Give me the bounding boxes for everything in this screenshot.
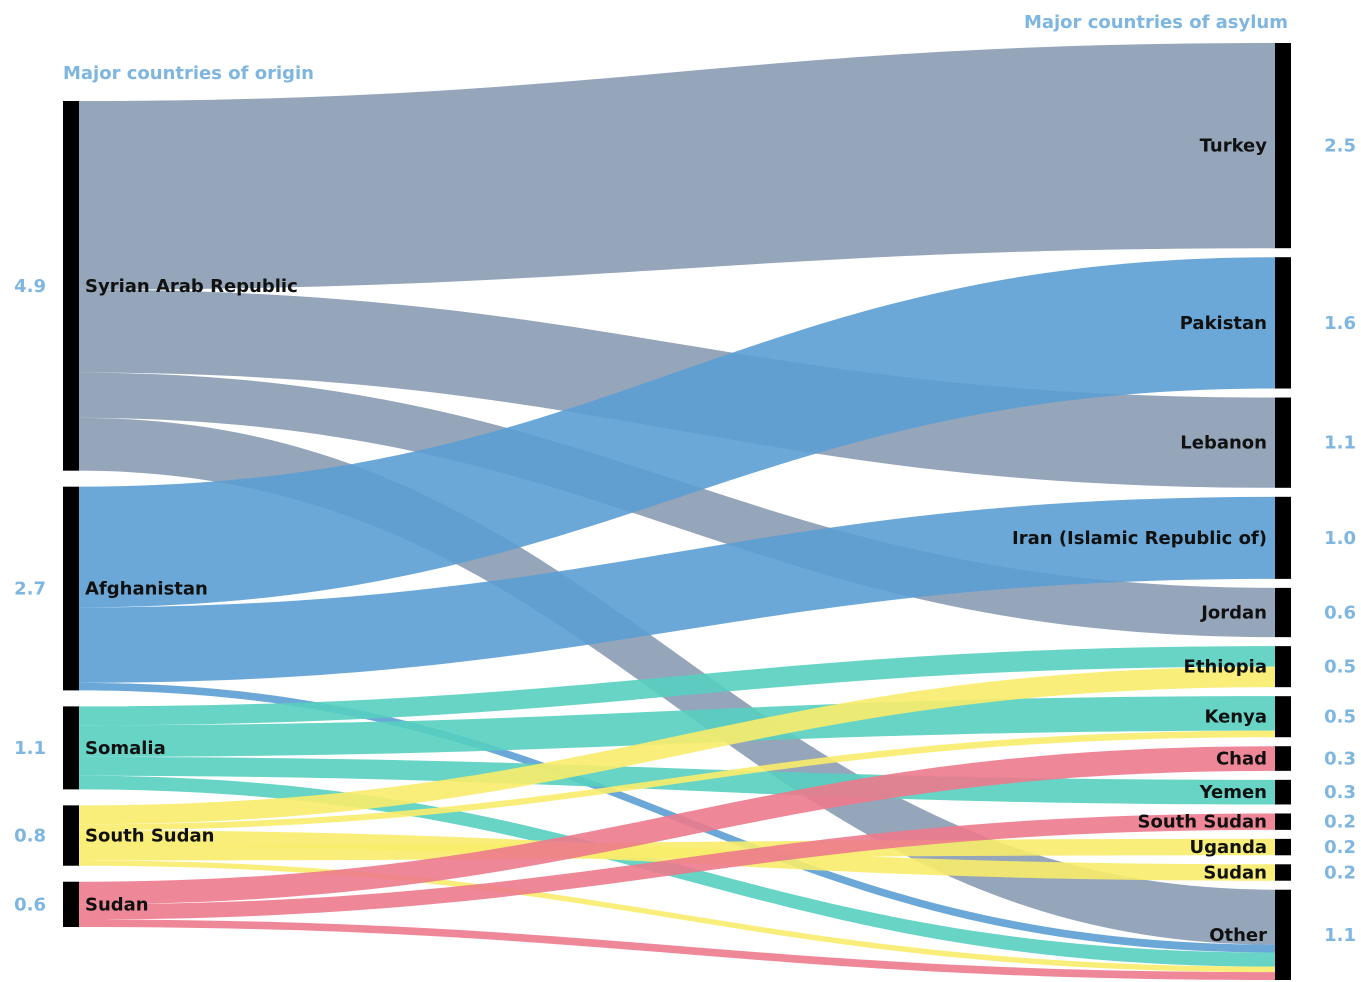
asylum-label-south-sudan: South Sudan <box>1138 812 1267 833</box>
flow-somalia-to-ethiopia <box>79 646 1275 726</box>
asylum-label-ethiopia: Ethiopia <box>1184 657 1267 678</box>
asylum-label-kenya: Kenya <box>1204 707 1267 728</box>
origin-value-afghanistan: 2.7 <box>14 579 46 600</box>
asylum-bar-uganda <box>1275 838 1291 856</box>
asylum-label-other: Other <box>1209 925 1267 946</box>
asylum-bar-turkey <box>1275 43 1291 249</box>
asylum-label-uganda: Uganda <box>1190 837 1268 858</box>
flow-sudan-to-other <box>79 919 1275 980</box>
asylum-bar-kenya <box>1275 696 1291 738</box>
asylum-label-yemen: Yemen <box>1199 782 1267 803</box>
asylum-bar-sudan <box>1275 864 1291 881</box>
origin-label-somalia: Somalia <box>85 738 166 759</box>
flow-somalia-to-kenya <box>79 696 1275 757</box>
origin-label-south-sudan: South Sudan <box>85 826 214 847</box>
origin-bar-syrian-arab-republic <box>63 101 79 471</box>
flow-afghanistan-to-iran-islamic-republic-of <box>79 496 1275 683</box>
asylum-header: Major countries of asylum <box>1024 12 1288 33</box>
asylum-label-chad: Chad <box>1216 749 1267 770</box>
asylum-bar-jordan <box>1275 587 1291 638</box>
asylum-label-sudan: Sudan <box>1203 863 1267 884</box>
asylum-value-iran-islamic-republic-of: 1.0 <box>1324 528 1356 549</box>
asylum-value-kenya: 0.5 <box>1324 707 1356 728</box>
flow-layer <box>79 43 1275 980</box>
asylum-bar-yemen <box>1275 779 1291 805</box>
asylum-bar-chad <box>1275 746 1291 771</box>
asylum-bar-other <box>1275 889 1291 980</box>
flow-south-sudan-to-uganda <box>79 838 1275 861</box>
asylum-value-ethiopia: 0.5 <box>1324 657 1356 678</box>
flow-sudan-to-south-sudan <box>79 813 1275 920</box>
origin-label-sudan: Sudan <box>85 894 149 915</box>
origin-value-syrian-arab-republic: 4.9 <box>14 276 46 297</box>
origin-bar-somalia <box>63 706 79 790</box>
origin-bar-afghanistan <box>63 486 79 691</box>
asylum-value-south-sudan: 0.2 <box>1324 812 1356 833</box>
asylum-value-other: 1.1 <box>1324 925 1356 946</box>
asylum-bar-south-sudan <box>1275 813 1291 830</box>
asylum-value-pakistan: 1.6 <box>1324 313 1356 334</box>
origin-bar-south-sudan <box>63 805 79 866</box>
asylum-value-turkey: 2.5 <box>1324 136 1356 157</box>
flow-afghanistan-to-pakistan <box>79 257 1275 608</box>
origin-value-somalia: 1.1 <box>14 738 46 759</box>
asylum-label-turkey: Turkey <box>1200 136 1268 157</box>
asylum-bar-ethiopia <box>1275 646 1291 688</box>
asylum-bar-iran-islamic-republic-of <box>1275 496 1291 579</box>
asylum-label-pakistan: Pakistan <box>1180 313 1267 334</box>
origin-header: Major countries of origin <box>63 63 314 84</box>
origin-value-south-sudan: 0.8 <box>14 826 46 847</box>
bar-layer <box>63 43 1291 980</box>
asylum-value-chad: 0.3 <box>1324 749 1356 770</box>
origin-bar-sudan <box>63 881 79 927</box>
asylum-label-iran-islamic-republic-of: Iran (Islamic Republic of) <box>1012 528 1267 549</box>
asylum-value-lebanon: 1.1 <box>1324 433 1356 454</box>
label-layer: Syrian Arab Republic 4.9 Afghanistan 2.7 Som… <box>14 136 1356 946</box>
origin-label-syrian-arab-republic: Syrian Arab Republic <box>85 276 298 297</box>
asylum-bar-lebanon <box>1275 397 1291 488</box>
asylum-value-jordan: 0.6 <box>1324 603 1356 624</box>
asylum-label-jordan: Jordan <box>1199 603 1267 624</box>
origin-label-afghanistan: Afghanistan <box>85 579 208 600</box>
asylum-label-lebanon: Lebanon <box>1180 433 1267 454</box>
asylum-bar-pakistan <box>1275 257 1291 389</box>
flow-sudan-to-chad <box>79 746 1275 905</box>
asylum-value-uganda: 0.2 <box>1324 837 1356 858</box>
asylum-value-yemen: 0.3 <box>1324 782 1356 803</box>
flow-south-sudan-to-other <box>79 860 1275 973</box>
asylum-value-sudan: 0.2 <box>1324 863 1356 884</box>
flow-south-sudan-to-ethiopia <box>79 666 1275 825</box>
origin-value-sudan: 0.6 <box>14 894 46 915</box>
flow-south-sudan-to-kenya <box>79 730 1275 831</box>
flow-syrian-arab-republic-to-turkey <box>79 43 1275 290</box>
